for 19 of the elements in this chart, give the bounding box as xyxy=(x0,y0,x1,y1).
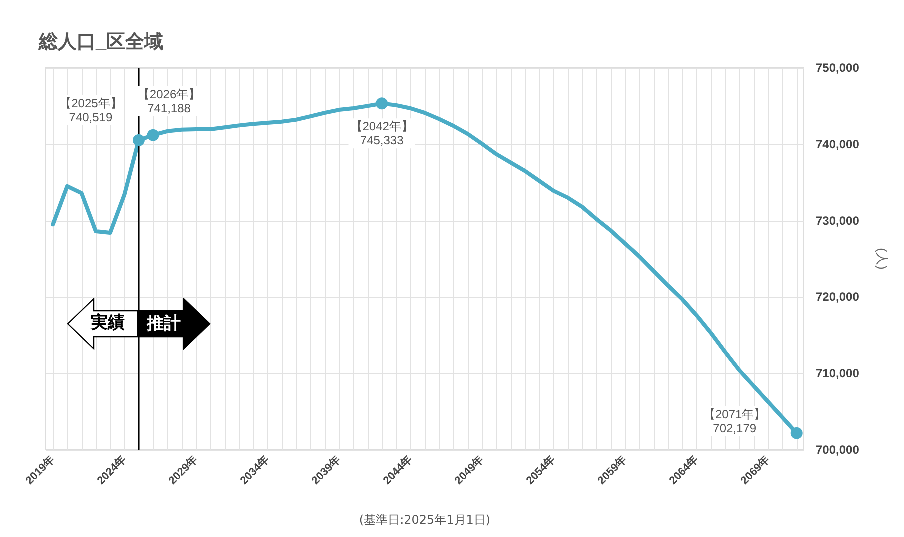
point xyxy=(132,134,145,146)
text: (基準日:2025年1月1日) xyxy=(358,512,492,529)
y-tick-label: 730,000 xyxy=(816,214,860,228)
y-axis-title: (人) xyxy=(875,248,890,270)
point xyxy=(376,98,388,110)
annotation: 【2042年】 745,333 xyxy=(350,120,414,148)
annotation: 推計 xyxy=(146,314,181,334)
y-tick-label: 750,000 xyxy=(816,61,860,75)
chart-title: 総人口_区全域 xyxy=(38,32,164,53)
y-tick-label: 710,000 xyxy=(816,366,860,381)
annotation: 【2026年】 741,188 xyxy=(138,87,201,116)
y-tick-label: 740,000 xyxy=(816,137,860,152)
y-tick-label: 700,000 xyxy=(816,443,860,457)
annotation: 実績 xyxy=(90,312,125,333)
y-tick-label: 720,000 xyxy=(816,290,860,304)
annotation: 【2071年】 702,179 xyxy=(704,407,766,436)
point xyxy=(790,427,803,440)
annotation: 【2025年】 740,519 xyxy=(60,96,122,124)
point xyxy=(147,129,160,142)
